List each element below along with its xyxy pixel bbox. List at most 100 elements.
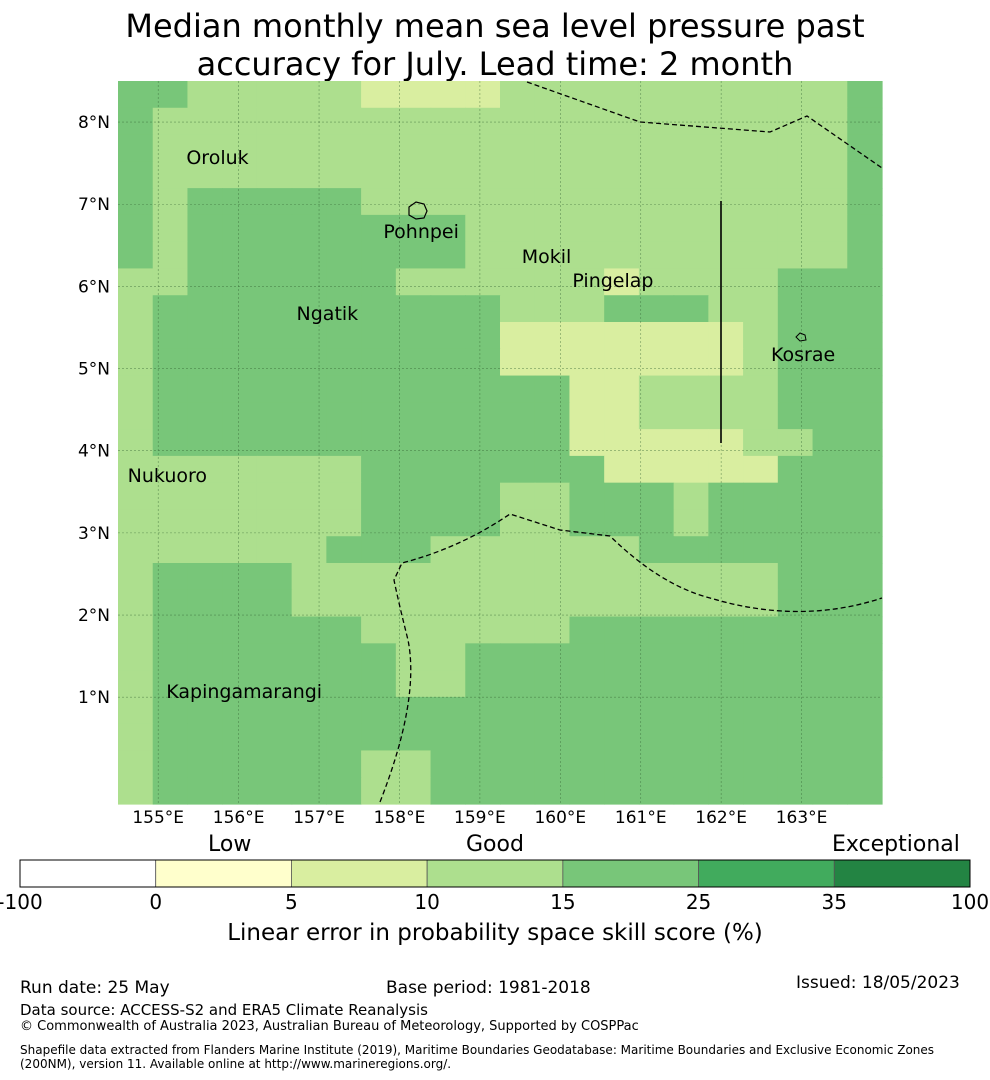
skill-cell [256, 134, 293, 162]
skill-cell [604, 268, 640, 296]
skill-cell [743, 214, 779, 243]
skill-cell [638, 670, 675, 698]
skill-cell [430, 375, 466, 403]
latitude-tick-label: 2°N [78, 606, 110, 626]
skill-cell [152, 241, 189, 270]
skill-cell [395, 750, 432, 778]
skill-cell [291, 429, 327, 457]
skill-cell [326, 455, 362, 484]
skill-cell [187, 616, 223, 644]
skill-cell [812, 536, 848, 564]
skill-cell [500, 268, 536, 296]
skill-cell [673, 536, 709, 564]
skill-cell [812, 81, 848, 109]
skill-cell [638, 563, 675, 591]
skill-cell [256, 750, 293, 778]
skill-cell [187, 536, 223, 564]
map-gridlines [118, 81, 882, 804]
skill-cell [500, 455, 536, 484]
skill-cell [118, 616, 154, 644]
skill-cell [361, 322, 397, 350]
skill-cell [777, 643, 814, 671]
skill-cell [187, 777, 223, 805]
skill-cell [777, 134, 814, 162]
skill-cell [708, 241, 744, 270]
skill-cell [708, 161, 744, 189]
skill-cell [395, 482, 432, 511]
skill-cell [465, 589, 501, 618]
skill-cell [430, 429, 466, 457]
skill-cell [708, 616, 744, 644]
longitude-tick-label: 157°E [293, 808, 345, 828]
skill-cell [326, 81, 362, 109]
skill-cell [118, 696, 154, 725]
skill-cell [222, 214, 258, 243]
skill-cell [395, 536, 432, 564]
skill-cell [291, 723, 327, 752]
skill-cell [777, 322, 814, 350]
skill-cell [465, 268, 501, 296]
skill-cell [291, 375, 327, 403]
skill-cell [430, 589, 466, 618]
skill-cell [708, 348, 744, 377]
skill-cell [187, 268, 223, 296]
skill-cell [465, 241, 501, 270]
skill-cell [256, 509, 293, 537]
skill-cell [430, 536, 466, 564]
skill-cell [361, 643, 397, 671]
latitude-tick-label: 3°N [78, 524, 110, 544]
skill-cell [395, 402, 432, 430]
skill-cell [743, 429, 779, 457]
skill-cell [465, 107, 501, 136]
skill-cell [569, 161, 605, 189]
skill-cell [361, 429, 397, 457]
skill-cell [743, 295, 779, 323]
place-label-kosrae: Kosrae [771, 344, 836, 367]
skill-cell [812, 241, 848, 270]
skill-cell [604, 429, 640, 457]
skill-cell [743, 536, 779, 564]
skill-cell [708, 322, 744, 350]
skill-cell [638, 295, 675, 323]
skill-cell [152, 134, 189, 162]
skill-cell [291, 616, 327, 644]
skill-cell [708, 589, 744, 618]
skill-cell [326, 563, 362, 591]
skill-cell [395, 268, 432, 296]
skill-cell [777, 107, 814, 136]
skill-cell [256, 563, 293, 591]
skill-cell [777, 777, 814, 805]
skill-cell [777, 348, 814, 377]
skill-cell [152, 509, 189, 537]
skill-cell [673, 563, 709, 591]
skill-cell [465, 322, 501, 350]
skill-cell [152, 643, 189, 671]
skill-cell [326, 670, 362, 698]
skill-cell [569, 188, 605, 216]
skill-cell [256, 402, 293, 430]
skill-cell [118, 241, 154, 270]
skill-cell [291, 188, 327, 216]
skill-cell [187, 589, 223, 618]
skill-cell [256, 348, 293, 377]
skill-cell [256, 295, 293, 323]
skill-cell [256, 268, 293, 296]
skill-cell [673, 375, 709, 403]
skill-cell [569, 643, 605, 671]
eez-boundary-north [526, 81, 883, 169]
skill-cell [256, 670, 293, 698]
skill-cell [430, 643, 466, 671]
skill-cell [638, 107, 675, 136]
skill-cell [847, 723, 883, 752]
skill-cell [118, 482, 154, 511]
skill-cell [604, 509, 640, 537]
skill-cell [361, 188, 397, 216]
skill-cell [638, 455, 675, 484]
skill-cell [430, 241, 466, 270]
skill-cell [152, 723, 189, 752]
skill-cell [500, 750, 536, 778]
skill-cell [256, 482, 293, 511]
skill-cell [291, 455, 327, 484]
skill-cell [187, 750, 223, 778]
skill-cell [673, 81, 709, 109]
